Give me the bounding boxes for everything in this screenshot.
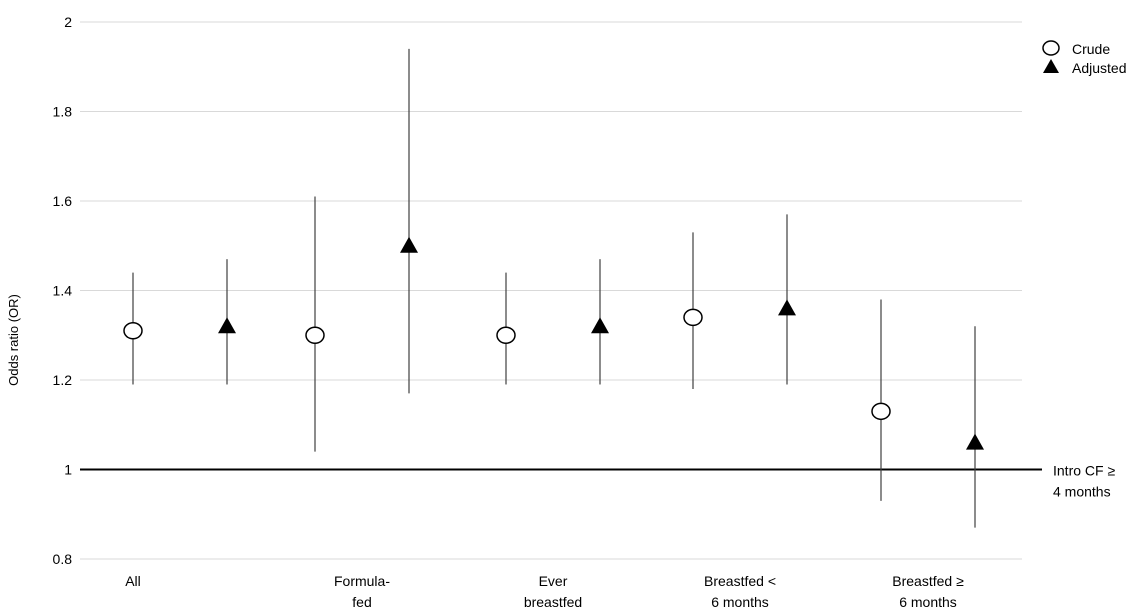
x-tick-label: Breastfed ≥ [892,573,964,589]
adjusted-marker [591,317,609,334]
y-tick-label: 2 [64,14,72,30]
y-tick-label: 0.8 [53,551,73,567]
x-axis-ticks: All Formula-fed Ever breastfed Breastfed < 6 … [125,573,964,610]
x-tick-label: breastfed [524,594,582,610]
legend-label: Crude [1072,41,1110,57]
adjusted-marker [400,236,418,253]
reference-line-label: 4 months [1053,484,1111,500]
legend: Crude Adjusted [1042,40,1126,76]
data-markers [123,236,984,450]
y-tick-label: 1.2 [53,372,73,388]
adjusted-marker [778,299,796,316]
y-tick-label: 1.8 [53,104,73,120]
crude-marker [683,308,703,327]
reference-line-label: Intro CF ≥ [1053,463,1115,479]
adjusted-marker [218,317,236,334]
crude-marker [871,402,891,421]
reference-line-group: Intro CF ≥ 4 months [80,463,1115,500]
x-tick-label: 6 months [711,594,769,610]
error-bars [132,48,976,528]
adjusted-marker [966,433,984,450]
y-axis-label: Odds ratio (OR) [6,294,21,386]
x-tick-label: Breastfed < [704,573,776,589]
legend-crude-swatch [1042,40,1060,56]
legend-label: Adjusted [1072,60,1126,76]
x-tick-label: fed [352,594,371,610]
x-tick-label: Ever [539,573,568,589]
legend-adjusted-swatch [1043,59,1059,73]
y-tick-label: 1.6 [53,193,73,209]
crude-marker [496,326,516,344]
y-axis-ticks: 0.8 1 1.2 1.4 1.6 1.8 2 [53,14,73,567]
x-tick-label: Formula- [334,573,390,589]
y-tick-label: 1.4 [53,283,73,299]
crude-marker [123,322,143,340]
y-tick-label: 1 [64,462,72,478]
grid-lines [80,21,1022,560]
crude-marker [305,326,325,344]
x-tick-label: 6 months [899,594,957,610]
x-tick-label: All [125,573,141,589]
